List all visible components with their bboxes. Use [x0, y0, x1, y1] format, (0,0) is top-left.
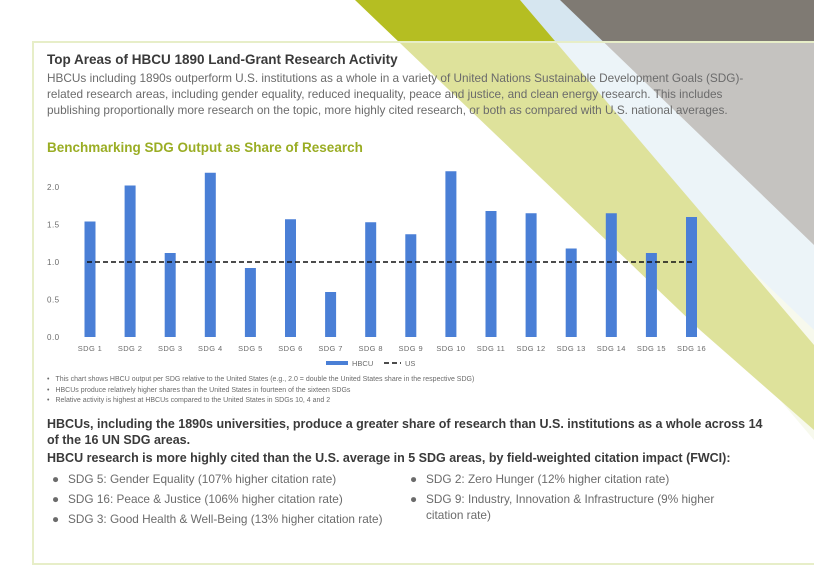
- bullet-icon: ●: [52, 472, 60, 486]
- bullet-icon: ●: [410, 472, 418, 486]
- list-item-text: SDG 16: Peace & Justice (106% higher cit…: [68, 492, 343, 506]
- y-tick-label: 2.0: [47, 183, 60, 192]
- findings-headline: HBCUs, including the 1890s universities,…: [47, 417, 763, 447]
- x-tick-label: SDG 7: [318, 344, 343, 353]
- list-item: ● SDG 16: Peace & Justice (106% higher ci…: [52, 491, 402, 507]
- x-tick-label: SDG 11: [477, 344, 506, 353]
- bar: [405, 234, 417, 337]
- chart-heading: Benchmarking SDG Output as Share of Rese…: [47, 140, 363, 155]
- bar: [124, 185, 136, 337]
- list-item: ● SDG 5: Gender Equality (107% higher cit…: [52, 471, 402, 487]
- y-tick-label: 0.0: [47, 333, 60, 342]
- y-tick-label: 1.5: [47, 221, 60, 230]
- bar: [164, 253, 176, 337]
- bullet-icon: ●: [52, 492, 60, 506]
- x-tick-label: SDG 12: [517, 344, 546, 353]
- legend-label-hbcu: HBCU: [352, 359, 373, 368]
- x-tick-label: SDG 6: [278, 344, 303, 353]
- bullet-icon: ●: [52, 512, 60, 526]
- page-title: Top Areas of HBCU 1890 Land-Grant Resear…: [47, 52, 398, 67]
- list-item-text: SDG 2: Zero Hunger (12% higher citation …: [426, 472, 670, 486]
- bar: [686, 217, 697, 337]
- x-tick-label: SDG 15: [637, 344, 666, 353]
- citation-list-left: ● SDG 5: Gender Equality (107% higher cit…: [52, 471, 402, 531]
- content-panel: [32, 41, 814, 565]
- bar: [525, 213, 537, 337]
- legend-label-us: US: [405, 359, 415, 368]
- intro-paragraph: HBCUs including 1890s outperform U.S. in…: [47, 71, 744, 117]
- x-tick-label: SDG 1: [78, 344, 103, 353]
- x-tick-label: SDG 8: [358, 344, 383, 353]
- citation-headline: HBCU research is more highly cited than …: [47, 451, 731, 465]
- list-item-text: SDG 9: Industry, Innovation & Infrastruc…: [426, 492, 715, 522]
- list-item-text: SDG 5: Gender Equality (107% higher cita…: [68, 472, 337, 486]
- bar: [285, 219, 296, 337]
- chart-notes: This chart shows HBCU output per SDG rel…: [47, 375, 474, 407]
- bar: [325, 292, 337, 337]
- chart-note: HBCUs produce relatively higher shares t…: [47, 386, 474, 397]
- x-tick-label: SDG 9: [399, 344, 424, 353]
- legend-swatch-hbcu: [326, 361, 348, 365]
- x-tick-label: SDG 16: [677, 344, 706, 353]
- bar: [485, 211, 497, 337]
- y-tick-label: 1.0: [47, 258, 60, 267]
- y-tick-label: 0.5: [47, 296, 60, 305]
- citation-list-right: ● SDG 2: Zero Hunger (12% higher citation…: [410, 471, 750, 527]
- chart-note: This chart shows HBCU output per SDG rel…: [47, 375, 474, 386]
- bullet-icon: ●: [410, 492, 418, 506]
- list-item: ● SDG 9: Industry, Innovation & Infrastru…: [410, 491, 750, 523]
- list-item: ● SDG 3: Good Health & Well-Being (13% hi…: [52, 511, 402, 527]
- bar: [365, 222, 377, 337]
- x-tick-label: SDG 2: [118, 344, 143, 353]
- bar: [204, 172, 216, 337]
- x-tick-label: SDG 5: [238, 344, 263, 353]
- bar: [605, 213, 617, 337]
- x-tick-label: SDG 4: [198, 344, 223, 353]
- x-tick-label: SDG 3: [158, 344, 183, 353]
- x-tick-label: SDG 10: [436, 344, 465, 353]
- sdg-bar-chart: 0.0 0.5 1.0 1.5 2.0 SDG 1 SDG 2 SDG 3 SDG 4 SDG 5…: [47, 171, 706, 368]
- x-tick-label: SDG 14: [597, 344, 626, 353]
- bar: [645, 253, 657, 337]
- x-tick-label: SDG 13: [557, 344, 586, 353]
- list-item-text: SDG 3: Good Health & Well-Being (13% hig…: [68, 512, 383, 526]
- bar: [445, 171, 457, 337]
- bar: [565, 248, 577, 337]
- bar: [244, 268, 256, 337]
- chart-note: Relative activity is highest at HBCUs co…: [47, 396, 474, 407]
- list-item: ● SDG 2: Zero Hunger (12% higher citation…: [410, 471, 750, 487]
- bar: [84, 221, 96, 337]
